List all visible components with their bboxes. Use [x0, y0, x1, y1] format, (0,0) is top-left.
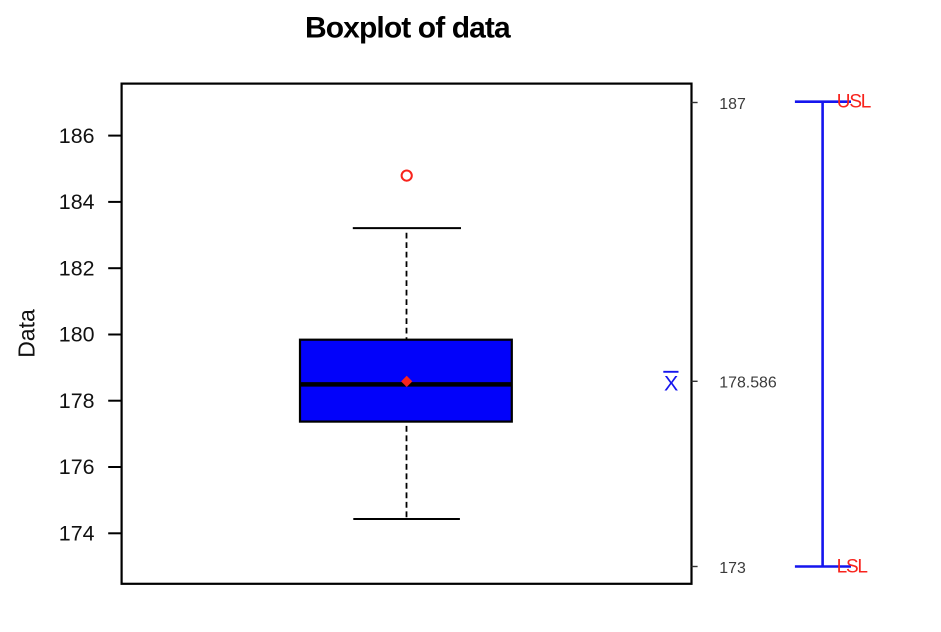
- svg-text:180: 180: [59, 323, 95, 347]
- svg-text:USL: USL: [837, 91, 871, 112]
- svg-text:186: 186: [59, 124, 95, 148]
- svg-text:X: X: [664, 371, 678, 395]
- svg-text:184: 184: [59, 190, 95, 214]
- svg-text:174: 174: [59, 522, 95, 546]
- svg-text:182: 182: [59, 256, 95, 280]
- svg-text:187: 187: [719, 96, 746, 113]
- svg-text:LSL: LSL: [837, 557, 868, 578]
- svg-text:Boxplot of data: Boxplot of data: [305, 11, 511, 44]
- svg-text:176: 176: [59, 455, 95, 479]
- svg-text:Data: Data: [13, 309, 39, 358]
- svg-text:178: 178: [59, 389, 95, 413]
- svg-text:178.586: 178.586: [719, 375, 777, 392]
- svg-text:173: 173: [719, 560, 746, 577]
